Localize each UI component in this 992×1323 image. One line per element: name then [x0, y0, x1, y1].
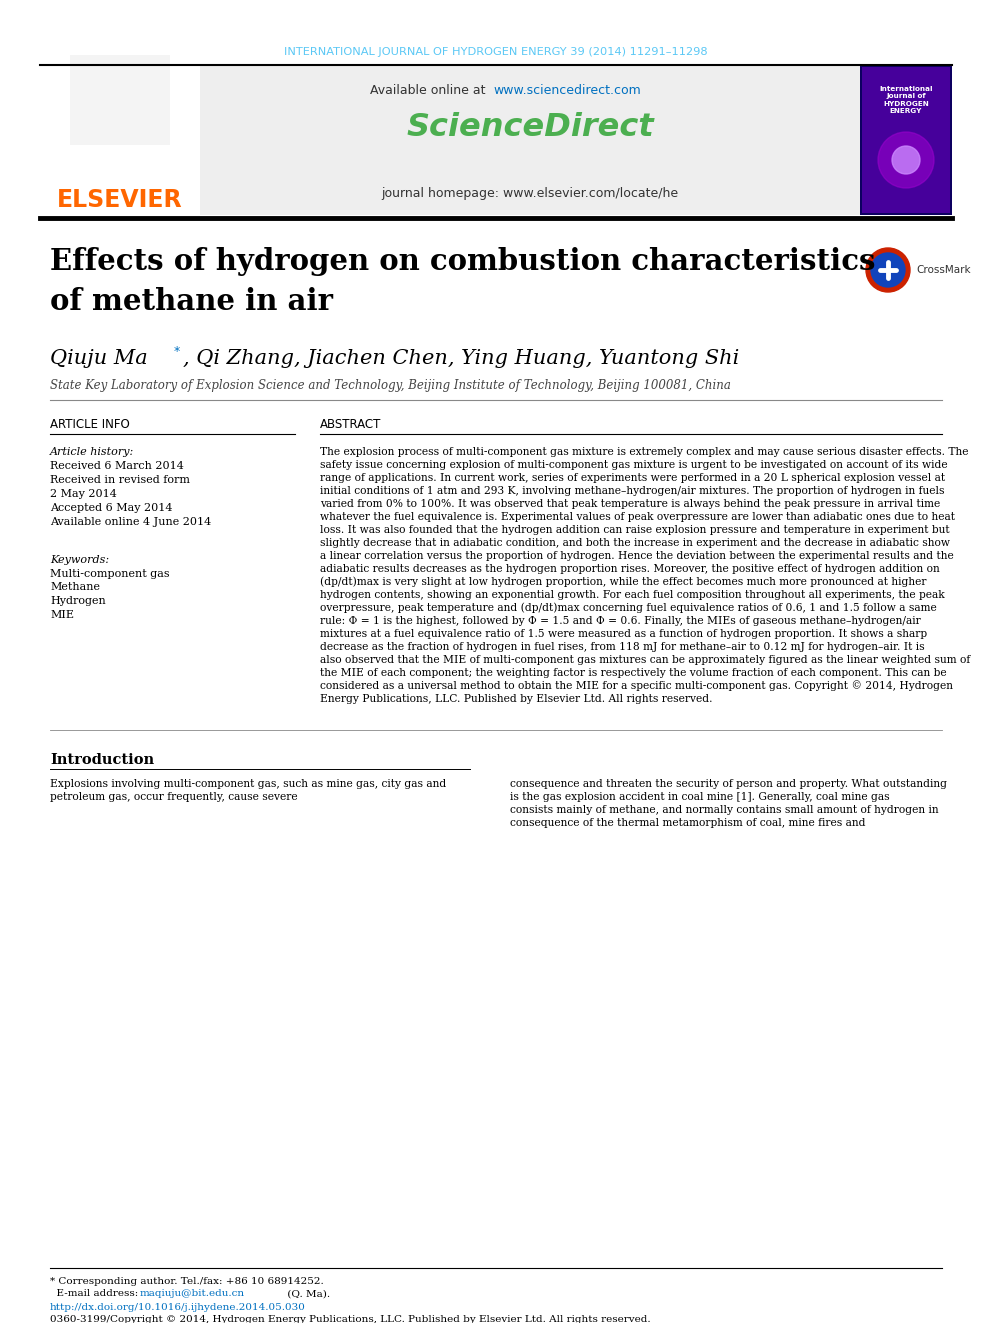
Text: decrease as the fraction of hydrogen in fuel rises, from 118 mJ for methane–air : decrease as the fraction of hydrogen in … [320, 642, 925, 652]
Text: (Q. Ma).: (Q. Ma). [284, 1290, 330, 1298]
Text: initial conditions of 1 atm and 293 K, involving methane–hydrogen/air mixtures. : initial conditions of 1 atm and 293 K, i… [320, 486, 944, 496]
Text: considered as a universal method to obtain the MIE for a specific multi-componen: considered as a universal method to obta… [320, 680, 953, 692]
Text: Multi-component gas: Multi-component gas [50, 569, 170, 579]
Text: (dp/dt)max is very slight at low hydrogen proportion, while the effect becomes m: (dp/dt)max is very slight at low hydroge… [320, 577, 927, 587]
Text: *: * [174, 345, 181, 359]
Text: Hydrogen: Hydrogen [50, 595, 106, 606]
Text: Article history:: Article history: [50, 447, 134, 456]
Text: is the gas explosion accident in coal mine [1]. Generally, coal mine gas: is the gas explosion accident in coal mi… [510, 792, 890, 802]
Bar [70, 56, 170, 146]
Text: the MIE of each component; the weighting factor is respectively the volume fract: the MIE of each component; the weighting… [320, 668, 946, 677]
Text: petroleum gas, occur frequently, cause severe: petroleum gas, occur frequently, cause s… [50, 792, 298, 802]
Text: journal homepage: www.elsevier.com/locate/he: journal homepage: www.elsevier.com/locat… [382, 187, 679, 200]
Bar [40, 65, 200, 216]
Text: Qiuju Ma: Qiuju Ma [50, 348, 148, 368]
Text: hydrogen contents, showing an exponential growth. For each fuel composition thro: hydrogen contents, showing an exponentia… [320, 590, 944, 601]
Text: MIE: MIE [50, 610, 74, 619]
Text: mixtures at a fuel equivalence ratio of 1.5 were measured as a function of hydro: mixtures at a fuel equivalence ratio of … [320, 628, 928, 639]
Text: * Corresponding author. Tel./fax: +86 10 68914252.: * Corresponding author. Tel./fax: +86 10… [50, 1277, 323, 1286]
Text: consequence and threaten the security of person and property. What outstanding: consequence and threaten the security of… [510, 779, 947, 789]
Bar [862, 67, 950, 213]
Text: State Key Laboratory of Explosion Science and Technology, Beijing Institute of T: State Key Laboratory of Explosion Scienc… [50, 378, 731, 392]
Text: Keywords:: Keywords: [50, 556, 109, 565]
Text: maqiuju@bit.edu.cn: maqiuju@bit.edu.cn [140, 1290, 245, 1298]
Text: ScienceDirect: ScienceDirect [406, 112, 654, 143]
Text: adiabatic results decreases as the hydrogen proportion rises. Moreover, the posi: adiabatic results decreases as the hydro… [320, 564, 939, 574]
Text: CrossMark: CrossMark [916, 265, 970, 275]
Circle shape [892, 146, 920, 175]
Text: Available online at: Available online at [370, 83, 490, 97]
Text: loss. It was also founded that the hydrogen addition can raise explosion pressur: loss. It was also founded that the hydro… [320, 525, 949, 534]
Text: ELSEVIER: ELSEVIER [58, 188, 183, 212]
Text: safety issue concerning explosion of multi-component gas mixture is urgent to be: safety issue concerning explosion of mul… [320, 460, 947, 470]
Text: range of applications. In current work, series of experiments were performed in : range of applications. In current work, … [320, 474, 945, 483]
Text: INTERNATIONAL JOURNAL OF HYDROGEN ENERGY 39 (2014) 11291–11298: INTERNATIONAL JOURNAL OF HYDROGEN ENERGY… [284, 48, 708, 57]
Bar [860, 65, 952, 216]
Text: Introduction: Introduction [50, 753, 154, 767]
Text: consists mainly of methane, and normally contains small amount of hydrogen in: consists mainly of methane, and normally… [510, 804, 938, 815]
Text: Accepted 6 May 2014: Accepted 6 May 2014 [50, 503, 173, 513]
Text: a linear correlation versus the proportion of hydrogen. Hence the deviation betw: a linear correlation versus the proporti… [320, 550, 953, 561]
Text: Methane: Methane [50, 582, 100, 593]
Circle shape [878, 132, 934, 188]
Text: www.sciencedirect.com: www.sciencedirect.com [493, 83, 641, 97]
Text: rule: Φ = 1 is the highest, followed by Φ = 1.5 and Φ = 0.6. Finally, the MIEs o: rule: Φ = 1 is the highest, followed by … [320, 617, 921, 626]
Text: E-mail address:: E-mail address: [50, 1290, 142, 1298]
Text: slightly decrease that in adiabatic condition, and both the increase in experime: slightly decrease that in adiabatic cond… [320, 538, 950, 548]
Text: International
Journal of
HYDROGEN
ENERGY: International Journal of HYDROGEN ENERGY [879, 86, 932, 114]
Bar [200, 66, 860, 216]
Text: of methane in air: of methane in air [50, 287, 333, 316]
Text: also observed that the MIE of multi-component gas mixtures can be approximately : also observed that the MIE of multi-comp… [320, 655, 970, 665]
Text: The explosion process of multi-component gas mixture is extremely complex and ma: The explosion process of multi-component… [320, 447, 968, 456]
Text: 0360-3199/Copyright © 2014, Hydrogen Energy Publications, LLC. Published by Else: 0360-3199/Copyright © 2014, Hydrogen Ene… [50, 1315, 651, 1323]
Text: Received 6 March 2014: Received 6 March 2014 [50, 460, 184, 471]
Text: consequence of the thermal metamorphism of coal, mine fires and: consequence of the thermal metamorphism … [510, 818, 865, 828]
Text: overpressure, peak temperature and (dp/dt)max concerning fuel equivalence ratios: overpressure, peak temperature and (dp/d… [320, 603, 936, 614]
Text: Energy Publications, LLC. Published by Elsevier Ltd. All rights reserved.: Energy Publications, LLC. Published by E… [320, 695, 712, 704]
Text: Explosions involving multi-component gas, such as mine gas, city gas and: Explosions involving multi-component gas… [50, 779, 446, 789]
Text: http://dx.doi.org/10.1016/j.ijhydene.2014.05.030: http://dx.doi.org/10.1016/j.ijhydene.201… [50, 1303, 306, 1311]
Circle shape [871, 253, 905, 287]
Text: 2 May 2014: 2 May 2014 [50, 490, 117, 499]
Text: Received in revised form: Received in revised form [50, 475, 190, 486]
Text: varied from 0% to 100%. It was observed that peak temperature is always behind t: varied from 0% to 100%. It was observed … [320, 499, 940, 509]
Text: Effects of hydrogen on combustion characteristics: Effects of hydrogen on combustion charac… [50, 247, 876, 277]
Text: ABSTRACT: ABSTRACT [320, 418, 381, 431]
Circle shape [866, 247, 910, 292]
Text: Available online 4 June 2014: Available online 4 June 2014 [50, 517, 211, 527]
Text: whatever the fuel equivalence is. Experimental values of peak overpressure are l: whatever the fuel equivalence is. Experi… [320, 512, 955, 523]
Text: , Qi Zhang, Jiachen Chen, Ying Huang, Yuantong Shi: , Qi Zhang, Jiachen Chen, Ying Huang, Yu… [183, 348, 739, 368]
Text: ARTICLE INFO: ARTICLE INFO [50, 418, 130, 431]
